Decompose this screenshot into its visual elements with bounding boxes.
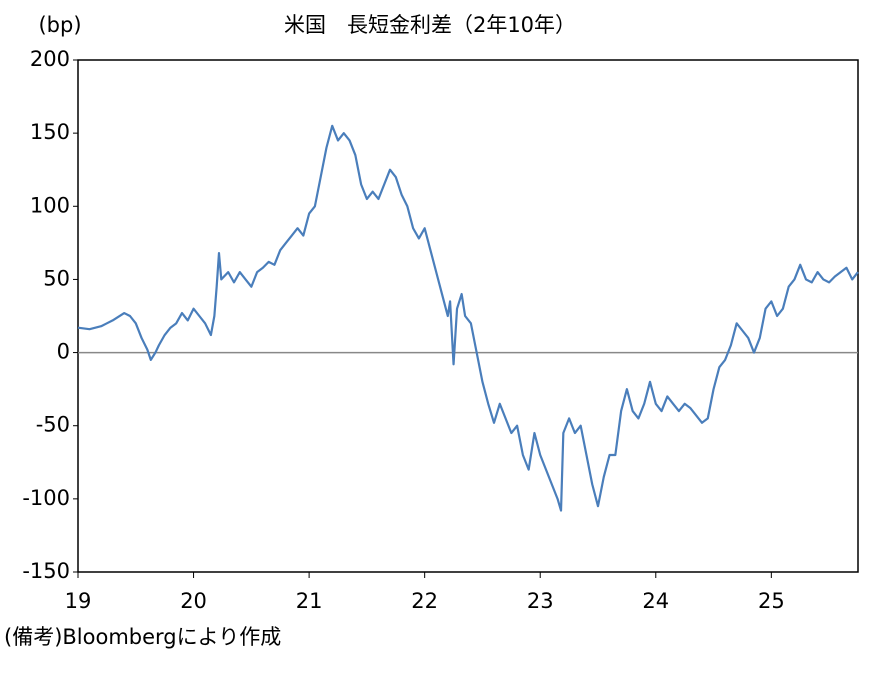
x-tick-label: 23 bbox=[527, 589, 554, 613]
y-axis-label: (bp) bbox=[38, 13, 81, 37]
x-tick-label: 20 bbox=[180, 589, 207, 613]
x-tick-label: 24 bbox=[642, 589, 669, 613]
y-tick-label: -50 bbox=[36, 413, 70, 437]
note: (備考)Bloombergにより作成 bbox=[4, 625, 281, 649]
x-tick-label: 22 bbox=[411, 589, 438, 613]
y-tick-label: -100 bbox=[22, 486, 70, 510]
chart-title: 米国 長短金利差（2年10年） bbox=[284, 13, 576, 37]
y-tick-label: 200 bbox=[30, 47, 70, 71]
y-tick-label: 100 bbox=[30, 193, 70, 217]
data-line bbox=[77, 124, 859, 512]
y-tick-label: 50 bbox=[43, 266, 70, 290]
x-tick-label: 21 bbox=[296, 589, 323, 613]
x-tick-label: 19 bbox=[65, 589, 92, 613]
y-tick-label: -150 bbox=[22, 559, 70, 583]
plot-frame bbox=[77, 59, 859, 573]
y-tick-label: 0 bbox=[57, 340, 70, 364]
y-tick-label: 150 bbox=[30, 120, 70, 144]
x-tick-label: 25 bbox=[758, 589, 785, 613]
